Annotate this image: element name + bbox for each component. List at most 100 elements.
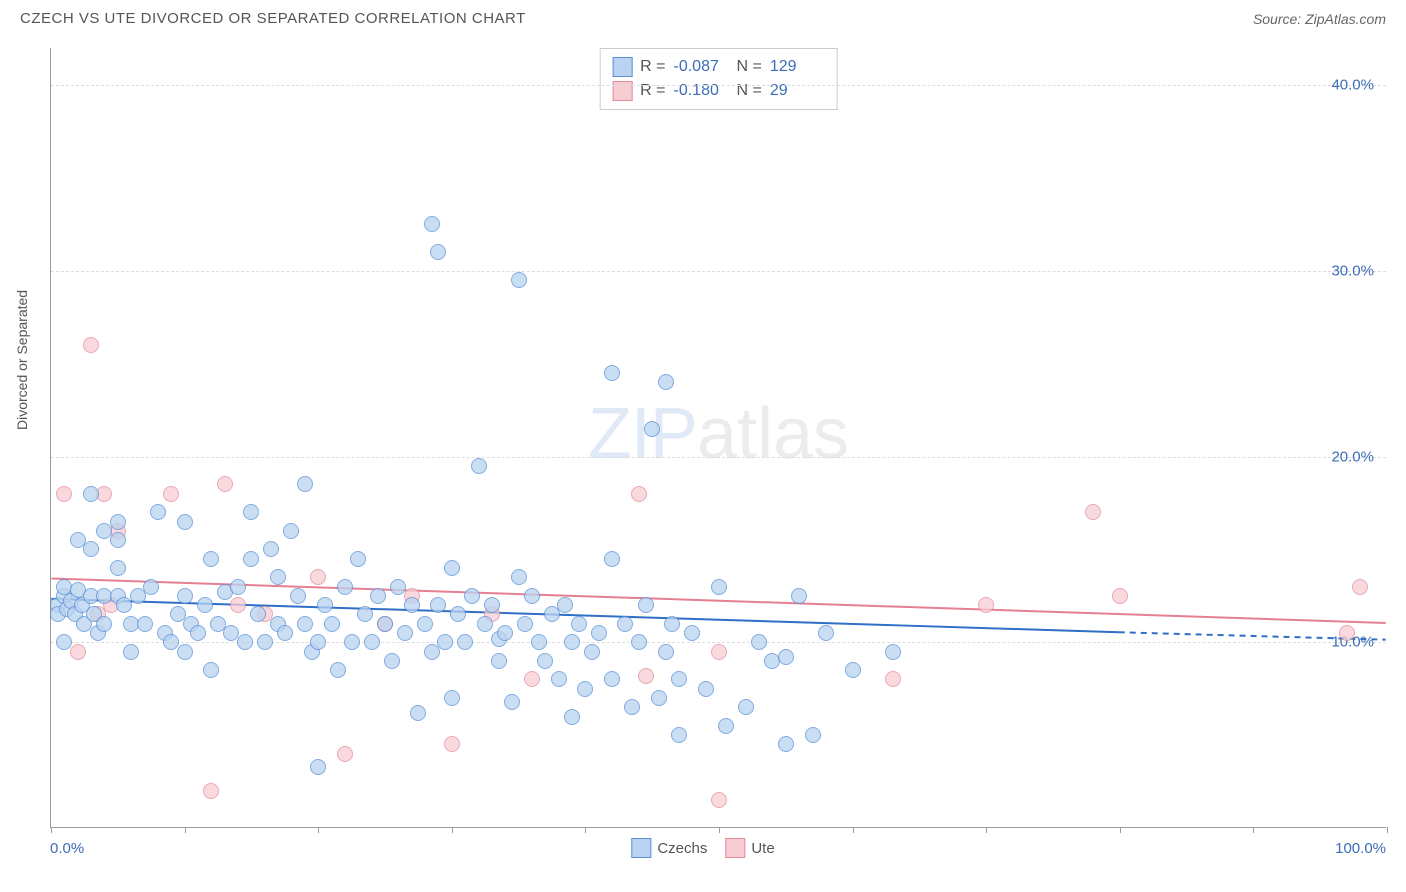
data-point-czech	[243, 504, 259, 520]
data-point-czech	[845, 662, 861, 678]
chart-title: CZECH VS UTE DIVORCED OR SEPARATED CORRE…	[20, 10, 526, 27]
stats-row-czech: R = -0.087 N = 129	[612, 55, 825, 79]
stat-r-label: R =	[640, 55, 665, 79]
data-point-czech	[390, 579, 406, 595]
data-point-czech	[297, 476, 313, 492]
data-point-czech	[177, 514, 193, 530]
y-axis-label: Divorced or Separated	[14, 290, 30, 430]
data-point-czech	[123, 644, 139, 660]
data-point-czech	[310, 634, 326, 650]
data-point-czech	[110, 532, 126, 548]
data-point-czech	[464, 588, 480, 604]
x-tick	[1387, 827, 1388, 833]
data-point-ute	[56, 486, 72, 502]
data-point-czech	[137, 616, 153, 632]
source-attribution: Source: ZipAtlas.com	[1253, 11, 1386, 27]
legend-item-czech: Czechs	[631, 838, 707, 858]
data-point-czech	[83, 541, 99, 557]
data-point-czech	[56, 634, 72, 650]
data-point-czech	[450, 606, 466, 622]
scatter-chart: ZIPatlas R = -0.087 N = 129 R = -0.180 N…	[50, 48, 1386, 828]
x-tick	[986, 827, 987, 833]
data-point-czech	[110, 560, 126, 576]
data-point-czech	[491, 653, 507, 669]
data-point-czech	[337, 579, 353, 595]
data-point-czech	[557, 597, 573, 613]
data-point-ute	[711, 644, 727, 660]
legend-item-ute: Ute	[725, 838, 774, 858]
data-point-czech	[237, 634, 253, 650]
data-point-czech	[110, 514, 126, 530]
data-point-ute	[230, 597, 246, 613]
stats-row-ute: R = -0.180 N = 29	[612, 79, 825, 103]
data-point-czech	[751, 634, 767, 650]
data-point-czech	[437, 634, 453, 650]
stat-r-value: -0.087	[674, 55, 729, 79]
data-point-czech	[644, 421, 660, 437]
data-point-ute	[83, 337, 99, 353]
data-point-czech	[177, 644, 193, 660]
data-point-czech	[684, 625, 700, 641]
data-point-czech	[324, 616, 340, 632]
x-axis-min-label: 0.0%	[50, 840, 84, 857]
stat-r-value: -0.180	[674, 79, 729, 103]
data-point-czech	[531, 634, 547, 650]
swatch-czech	[612, 57, 632, 77]
data-point-ute	[638, 668, 654, 684]
data-point-czech	[83, 486, 99, 502]
data-point-czech	[471, 458, 487, 474]
data-point-czech	[257, 634, 273, 650]
y-tick-label: 20.0%	[1331, 448, 1374, 465]
gridline	[51, 457, 1386, 458]
data-point-czech	[384, 653, 400, 669]
data-point-czech	[658, 644, 674, 660]
data-point-czech	[477, 616, 493, 632]
data-point-czech	[263, 541, 279, 557]
data-point-czech	[484, 597, 500, 613]
data-point-czech	[584, 644, 600, 660]
data-point-ute	[163, 486, 179, 502]
x-axis-max-label: 100.0%	[1335, 840, 1386, 857]
data-point-czech	[497, 625, 513, 641]
data-point-czech	[457, 634, 473, 650]
data-point-czech	[718, 718, 734, 734]
data-point-ute	[444, 736, 460, 752]
gridline	[51, 85, 1386, 86]
data-point-czech	[330, 662, 346, 678]
trend-lines	[51, 48, 1386, 827]
data-point-czech	[250, 606, 266, 622]
data-point-czech	[283, 523, 299, 539]
data-point-czech	[571, 616, 587, 632]
data-point-czech	[551, 671, 567, 687]
data-point-czech	[143, 579, 159, 595]
data-point-czech	[404, 597, 420, 613]
stat-n-label: N =	[737, 55, 762, 79]
data-point-czech	[277, 625, 293, 641]
legend-label: Ute	[751, 840, 774, 857]
data-point-czech	[577, 681, 593, 697]
data-point-czech	[410, 705, 426, 721]
data-point-czech	[624, 699, 640, 715]
data-point-czech	[818, 625, 834, 641]
data-point-czech	[430, 244, 446, 260]
data-point-czech	[397, 625, 413, 641]
data-point-czech	[805, 727, 821, 743]
data-point-czech	[317, 597, 333, 613]
data-point-czech	[444, 690, 460, 706]
stats-legend-box: R = -0.087 N = 129 R = -0.180 N = 29	[599, 48, 838, 110]
y-tick-label: 30.0%	[1331, 262, 1374, 279]
data-point-czech	[658, 374, 674, 390]
data-point-czech	[537, 653, 553, 669]
x-tick	[719, 827, 720, 833]
data-point-czech	[230, 579, 246, 595]
data-point-czech	[778, 649, 794, 665]
data-point-czech	[370, 588, 386, 604]
data-point-ute	[1085, 504, 1101, 520]
data-point-czech	[738, 699, 754, 715]
data-point-czech	[444, 560, 460, 576]
swatch-ute	[725, 838, 745, 858]
data-point-czech	[203, 662, 219, 678]
data-point-ute	[1352, 579, 1368, 595]
data-point-ute	[711, 792, 727, 808]
data-point-czech	[197, 597, 213, 613]
